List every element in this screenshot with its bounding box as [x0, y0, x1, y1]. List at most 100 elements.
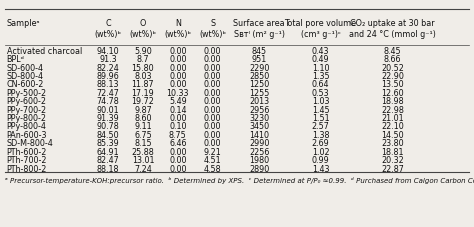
Text: Sampleᵃ: Sampleᵃ — [7, 18, 40, 27]
Text: 2290: 2290 — [249, 63, 269, 72]
Text: Activated charcoal: Activated charcoal — [7, 47, 82, 55]
Text: 0.00: 0.00 — [204, 72, 221, 81]
Text: PPy-700-2: PPy-700-2 — [7, 105, 47, 114]
Text: 1.38: 1.38 — [312, 130, 329, 139]
Text: 9.21: 9.21 — [204, 147, 221, 156]
Text: 0.00: 0.00 — [204, 122, 221, 131]
Text: 0.00: 0.00 — [169, 155, 187, 164]
Text: 6.46: 6.46 — [169, 139, 187, 148]
Text: 0.00: 0.00 — [169, 63, 187, 72]
Text: 0.00: 0.00 — [169, 164, 187, 173]
Text: 9.87: 9.87 — [134, 105, 152, 114]
Text: SD-600-4: SD-600-4 — [7, 63, 44, 72]
Text: 91.39: 91.39 — [97, 114, 119, 123]
Text: PPy-800-4: PPy-800-4 — [7, 122, 46, 131]
Text: 0.64: 0.64 — [312, 80, 329, 89]
Text: 22.98: 22.98 — [381, 105, 404, 114]
Text: 82.24: 82.24 — [97, 63, 119, 72]
Text: 12.60: 12.60 — [381, 88, 404, 97]
Text: 5.90: 5.90 — [134, 47, 152, 55]
Text: 8.60: 8.60 — [134, 114, 152, 123]
Text: 0.00: 0.00 — [169, 147, 187, 156]
Text: 91.3: 91.3 — [99, 55, 117, 64]
Text: PTh-600-2: PTh-600-2 — [7, 147, 47, 156]
Text: 0.00: 0.00 — [204, 139, 221, 148]
Text: 88.18: 88.18 — [97, 164, 119, 173]
Text: 13.01: 13.01 — [132, 155, 154, 164]
Text: 1.35: 1.35 — [312, 72, 329, 81]
Text: 21.01: 21.01 — [381, 114, 404, 123]
Text: 3230: 3230 — [249, 114, 269, 123]
Text: 0.00: 0.00 — [204, 130, 221, 139]
Text: 2990: 2990 — [249, 139, 269, 148]
Text: (wt%)ᵇ: (wt%)ᵇ — [199, 30, 226, 39]
Text: 0.99: 0.99 — [312, 155, 329, 164]
Text: and 24 °C (mmol g⁻¹): and 24 °C (mmol g⁻¹) — [349, 30, 436, 39]
Text: 0.00: 0.00 — [204, 114, 221, 123]
Text: 1255: 1255 — [249, 88, 269, 97]
Text: 0.00: 0.00 — [204, 55, 221, 64]
Text: 1.51: 1.51 — [312, 114, 329, 123]
Text: 951: 951 — [251, 55, 267, 64]
Text: 0.49: 0.49 — [312, 55, 329, 64]
Text: 90.78: 90.78 — [97, 122, 119, 131]
Text: 2.57: 2.57 — [312, 122, 329, 131]
Text: 10.33: 10.33 — [166, 88, 189, 97]
Text: 1.10: 1.10 — [312, 63, 329, 72]
Text: 85.39: 85.39 — [97, 139, 119, 148]
Text: 1410: 1410 — [249, 130, 269, 139]
Text: 0.00: 0.00 — [204, 88, 221, 97]
Text: 20.32: 20.32 — [381, 155, 404, 164]
Text: 0.14: 0.14 — [169, 105, 187, 114]
Text: 88.13: 88.13 — [97, 80, 119, 89]
Text: PPy-800-2: PPy-800-2 — [7, 114, 46, 123]
Text: 3450: 3450 — [249, 122, 269, 131]
Text: Surface area: Surface area — [233, 18, 285, 27]
Text: 2013: 2013 — [249, 97, 269, 106]
Text: 2956: 2956 — [249, 105, 269, 114]
Text: 1.02: 1.02 — [312, 147, 329, 156]
Text: 11.87: 11.87 — [132, 80, 154, 89]
Text: (cm³ g⁻¹)ᶜ: (cm³ g⁻¹)ᶜ — [301, 30, 340, 39]
Text: 8.45: 8.45 — [384, 47, 401, 55]
Text: 2890: 2890 — [249, 164, 269, 173]
Text: 22.90: 22.90 — [381, 72, 404, 81]
Text: 15.80: 15.80 — [132, 63, 154, 72]
Text: 0.00: 0.00 — [204, 105, 221, 114]
Text: 8.03: 8.03 — [134, 72, 152, 81]
Text: 2.69: 2.69 — [312, 139, 329, 148]
Text: C: C — [105, 18, 111, 27]
Text: 7.24: 7.24 — [134, 164, 152, 173]
Text: 14.50: 14.50 — [381, 130, 404, 139]
Text: 1.03: 1.03 — [312, 97, 329, 106]
Text: 8.75: 8.75 — [169, 130, 187, 139]
Text: 4.58: 4.58 — [204, 164, 221, 173]
Text: 0.00: 0.00 — [169, 47, 187, 55]
Text: Total pore volume: Total pore volume — [284, 18, 356, 27]
Text: 8.15: 8.15 — [134, 139, 152, 148]
Text: N: N — [175, 18, 181, 27]
Text: PPy-600-2: PPy-600-2 — [7, 97, 46, 106]
Text: Sʙᴛᴵ (m² g⁻¹): Sʙᴛᴵ (m² g⁻¹) — [234, 30, 284, 39]
Text: 84.50: 84.50 — [97, 130, 119, 139]
Text: (wt%)ᵇ: (wt%)ᵇ — [95, 30, 122, 39]
Text: 0.00: 0.00 — [204, 47, 221, 55]
Text: CO₂ uptake at 30 bar: CO₂ uptake at 30 bar — [350, 18, 435, 27]
Text: SD-800-4: SD-800-4 — [7, 72, 44, 81]
Text: O: O — [140, 18, 146, 27]
Text: 4.51: 4.51 — [204, 155, 221, 164]
Text: 19.72: 19.72 — [131, 97, 155, 106]
Text: 8.66: 8.66 — [384, 55, 401, 64]
Text: 0.53: 0.53 — [312, 88, 329, 97]
Text: 89.96: 89.96 — [97, 72, 119, 81]
Text: S: S — [210, 18, 215, 27]
Text: 0.00: 0.00 — [204, 63, 221, 72]
Text: ᵃ Precursor-temperature-KOH:precursor ratio.  ᵇ Determined by XPS.  ᶜ Determined: ᵃ Precursor-temperature-KOH:precursor ra… — [5, 176, 474, 183]
Text: 0.00: 0.00 — [169, 72, 187, 81]
Text: (wt%)ᵇ: (wt%)ᵇ — [129, 30, 156, 39]
Text: 9.11: 9.11 — [134, 122, 152, 131]
Text: 2850: 2850 — [249, 72, 269, 81]
Text: 0.00: 0.00 — [169, 80, 187, 89]
Text: CN-600-2: CN-600-2 — [7, 80, 44, 89]
Text: 22.10: 22.10 — [381, 122, 404, 131]
